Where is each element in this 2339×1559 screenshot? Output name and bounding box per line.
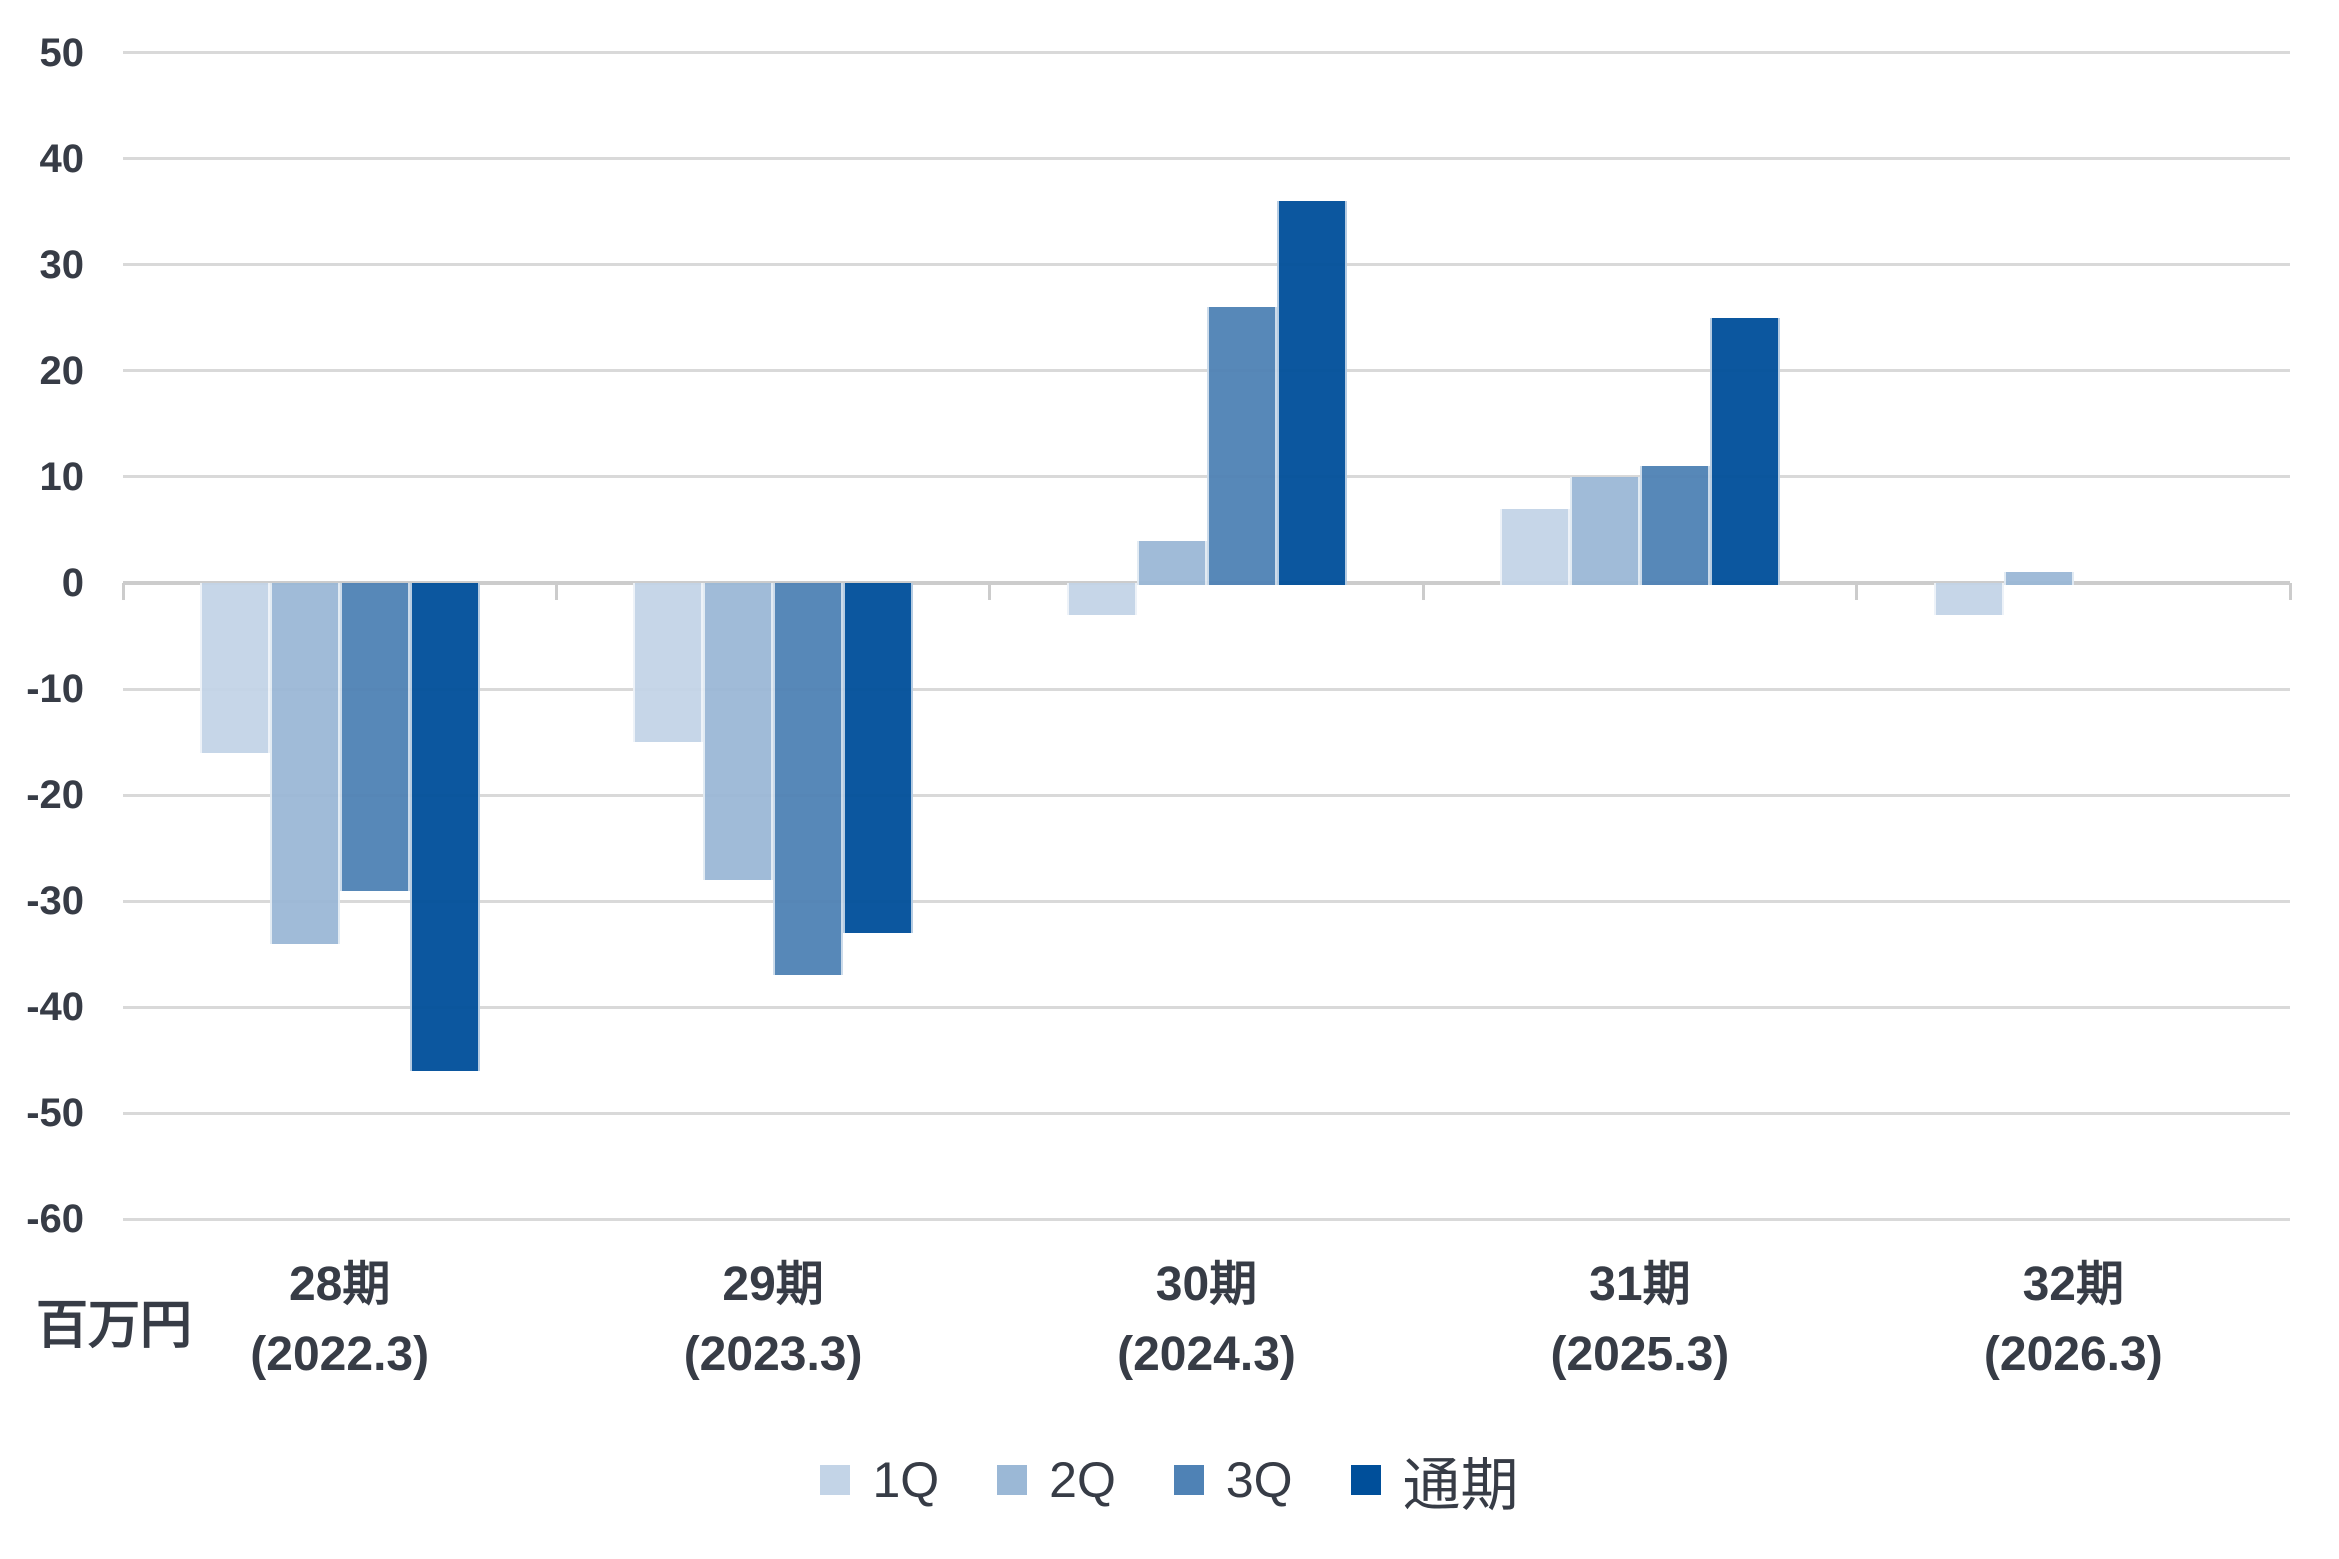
y-axis-unit-label: 百万円 — [36, 1297, 193, 1355]
y-tick-label: 50 — [39, 30, 85, 75]
gridline — [123, 793, 2290, 797]
x-axis-tick — [2288, 583, 2292, 600]
bar-通期-category3 — [1276, 201, 1347, 585]
bar-2Q-category1 — [270, 583, 340, 944]
x-axis-category-label: 32期 (2026.3) — [1857, 1248, 2290, 1388]
y-tick-label: 20 — [39, 348, 85, 393]
bar-通期-category4 — [1710, 317, 1781, 585]
category-term: 32期 — [2022, 1258, 2124, 1311]
y-tick-label: -10 — [26, 667, 84, 712]
legend-item-fullyear: 通期 — [1350, 1438, 1519, 1522]
x-axis-category-label: 29期 (2023.3) — [556, 1248, 989, 1388]
bar-3Q-category2 — [773, 583, 844, 976]
legend: 1Q 2Q 3Q 通期 — [0, 1438, 2339, 1522]
y-tick-label: -30 — [26, 879, 84, 924]
gridline — [123, 1111, 2290, 1115]
legend-label-3q: 3Q — [1225, 1452, 1293, 1508]
gridline — [123, 369, 2290, 373]
legend-item-3q: 3Q — [1173, 1451, 1293, 1509]
legend-label-2q: 2Q — [1049, 1452, 1116, 1508]
bar-3Q-category1 — [340, 583, 410, 891]
bar-2Q-category4 — [1570, 476, 1641, 585]
category-term: 31期 — [1589, 1258, 1691, 1311]
gridline — [123, 1217, 2290, 1221]
legend-label-1q: 1Q — [872, 1452, 940, 1508]
bar-1Q-category4 — [1500, 508, 1571, 585]
y-tick-label: 40 — [39, 136, 85, 181]
legend-swatch-1q-icon — [820, 1465, 851, 1495]
bar-通期-category2 — [843, 583, 914, 933]
x-axis-tick — [988, 583, 992, 600]
x-axis-tick — [554, 583, 558, 600]
x-axis-category-label: 30期 (2024.3) — [990, 1248, 1423, 1388]
gridline — [123, 687, 2290, 691]
bar-3Q-category4 — [1640, 466, 1711, 585]
y-tick-label: -40 — [26, 985, 84, 1030]
x-axis-tick — [121, 583, 125, 600]
bar-1Q-category5 — [1933, 583, 2004, 615]
gridline — [123, 475, 2290, 479]
x-axis-tick — [1421, 583, 1425, 600]
category-period: (2026.3) — [1983, 1328, 2163, 1381]
gridline — [123, 899, 2290, 903]
y-tick-label: 0 — [61, 561, 84, 605]
category-period: (2025.3) — [1550, 1328, 1730, 1381]
y-tick-label: -20 — [26, 773, 84, 818]
category-period: (2023.3) — [683, 1328, 863, 1381]
y-tick-label: 30 — [39, 242, 85, 287]
x-axis-category-label: 31期 (2025.3) — [1423, 1248, 1856, 1388]
y-tick-label: -50 — [26, 1091, 84, 1136]
gridline — [123, 263, 2290, 267]
bar-1Q-category1 — [200, 583, 270, 753]
y-tick-label: -60 — [26, 1197, 84, 1242]
legend-item-2q: 2Q — [997, 1451, 1116, 1509]
y-tick-label: 10 — [39, 454, 85, 499]
bar-通期-category1 — [410, 583, 480, 1071]
bar-2Q-category3 — [1136, 540, 1207, 585]
gridline — [123, 1005, 2290, 1009]
category-term: 29期 — [722, 1258, 824, 1311]
category-period: (2022.3) — [250, 1328, 430, 1381]
category-term: 28期 — [288, 1258, 391, 1311]
x-axis-category-label: 28期 (2022.3) — [123, 1248, 556, 1388]
y-axis: 50 40 30 20 10 0 -10 -20 -30 -40 -50 -60 — [0, 0, 96, 1559]
category-term: 30期 — [1155, 1258, 1258, 1311]
x-axis-tick — [1855, 583, 1859, 600]
legend-item-1q: 1Q — [820, 1451, 939, 1509]
category-period: (2024.3) — [1117, 1328, 1296, 1381]
bar-3Q-category3 — [1206, 307, 1277, 585]
legend-label-fullyear: 通期 — [1402, 1453, 1519, 1518]
bar-1Q-category3 — [1066, 583, 1137, 615]
bar-2Q-category5 — [2003, 572, 2074, 585]
gridline — [123, 157, 2290, 161]
legend-swatch-2q-icon — [997, 1465, 1028, 1495]
bar-1Q-category2 — [633, 583, 704, 743]
gridline — [123, 51, 2290, 55]
legend-swatch-3q-icon — [1173, 1465, 1204, 1495]
legend-swatch-fullyear-icon — [1350, 1465, 1381, 1495]
bar-2Q-category2 — [703, 583, 774, 880]
